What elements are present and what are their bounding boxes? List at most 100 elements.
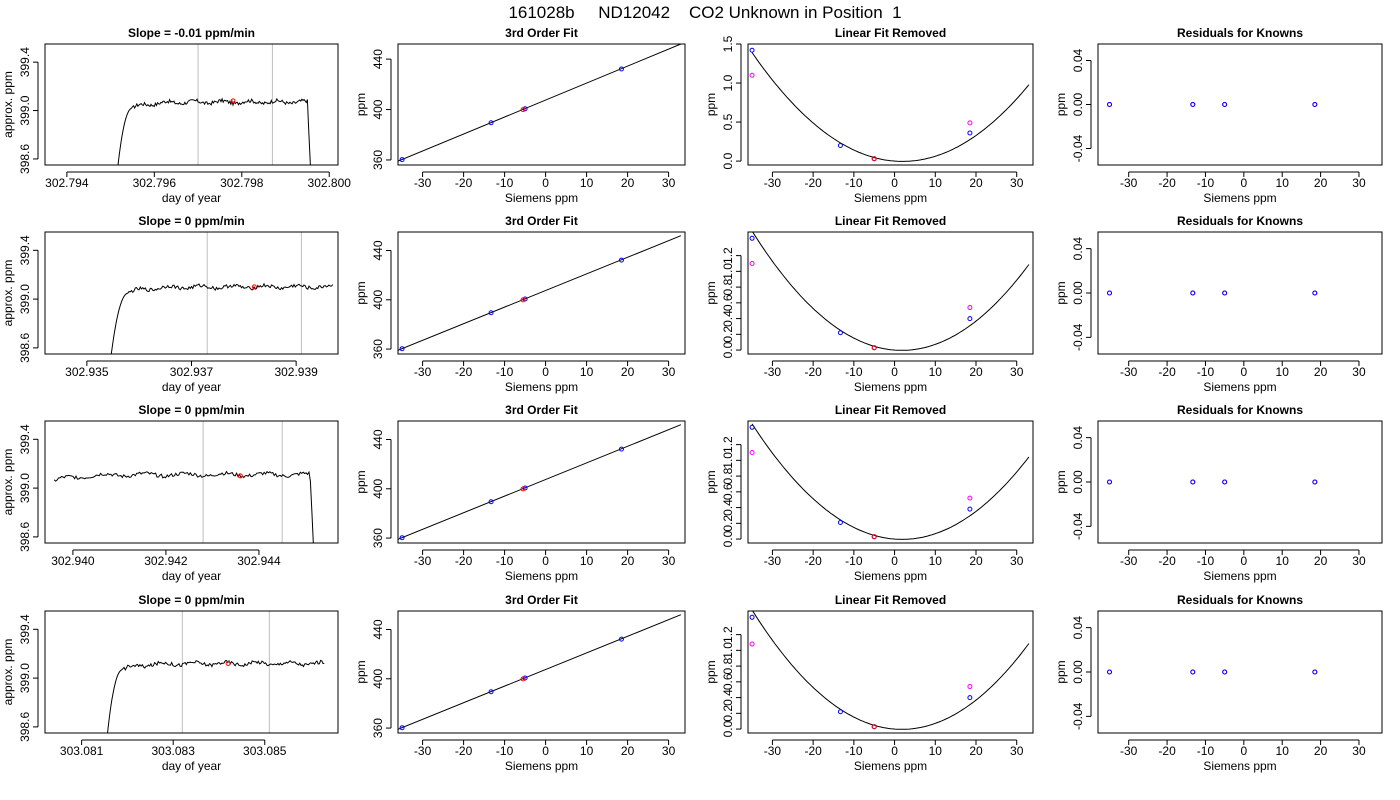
y-tick-label: 0.8 [721,467,735,484]
plot-frame [747,231,1034,355]
y-tick-label: 400 [371,668,385,688]
magenta-point [749,641,755,647]
panel-title: Residuals for Knowns [1177,403,1303,417]
y-tick-label: 0.00 [1071,660,1085,684]
y-tick-label: 1.0 [721,452,735,469]
plot-frame [1097,231,1383,355]
panel-title: Slope = 0 ppm/min [138,214,244,228]
x-tick-label: -30 [764,365,782,379]
known-point [1190,669,1196,675]
x-tick-label: 302.937 [170,365,214,379]
known-point [399,157,405,163]
y-axis-label: approx. ppm [1,260,15,327]
y-axis-label: ppm [354,470,368,493]
y-tick-label: 398.6 [18,144,32,174]
x-tick-label: -10 [1197,365,1215,379]
y-axis: 398.6 399.0 399.4 [18,235,39,363]
panel-3-4: Residuals for Knowns Siemens ppm ppm -30 -20… [1054,403,1383,583]
x-tick-label: 0 [1240,365,1247,379]
y-axis: 0.0 0.5 1.0 1.5 [721,35,742,169]
known-point [1107,102,1113,107]
known-point [1107,669,1113,675]
y-tick-label: 0.0 [721,720,735,737]
y-tick-label: 1.2 [721,247,735,264]
known-point [399,725,405,731]
y-tick-label: 399.0 [18,95,32,125]
x-axis: -30 -20 -10 0 10 20 30 [1120,360,1366,379]
plot-area [749,47,1030,162]
y-axis: -0.04 0.00 0.04 [1071,237,1092,351]
y-axis: 360 400 440 [371,49,392,170]
x-axis: -30 -20 -10 0 10 20 30 [414,360,676,379]
x-tick-label: 302.794 [45,176,89,190]
plot-area [398,614,682,731]
y-tick-label: 0.04 [1071,426,1085,450]
known-point [1190,290,1196,296]
y-tick-label: 0.6 [721,294,735,311]
y-tick-label: 0.04 [1071,616,1085,640]
y-tick-label: 0.00 [1071,92,1085,116]
x-tick-label: 20 [969,365,983,379]
x-tick-label: 10 [929,744,943,758]
plot-area [53,421,314,543]
y-tick-label: 440 [371,49,385,69]
known-point [837,330,843,336]
panel-2-3: Linear Fit Removed Siemens ppm ppm -30 -20 -1… [704,214,1034,394]
x-axis-label: Siemens ppm [854,380,927,394]
x-tick-label: -20 [804,554,822,568]
y-axis: 360 400 440 [371,429,392,548]
plot-frame [397,231,686,355]
y-axis: 0.00.20.40.60.81.01.2 [721,247,742,358]
x-tick-label: 302.800 [308,176,352,190]
x-tick-label: -20 [1158,744,1176,758]
plot-frame [397,420,686,544]
x-tick-label: -20 [804,744,822,758]
y-tick-label: 399.0 [18,473,32,503]
x-axis: 302.794 302.796 302.798 302.800 [45,171,352,190]
known-point [1190,479,1196,485]
plot-frame [44,610,339,734]
x-tick-label: 303.085 [243,744,287,758]
x-tick-label: -30 [414,554,432,568]
y-axis: 360 400 440 [371,240,392,359]
panel-title: Slope = 0 ppm/min [138,403,244,417]
x-tick-label: 20 [621,176,635,190]
x-tick-label: 302.939 [274,365,318,379]
y-tick-label: 440 [371,240,385,260]
x-tick-label: -10 [496,744,514,758]
panels: Slope = -0.01 ppm/min day of year approx. … [1,26,1383,773]
x-tick-label: -30 [764,554,782,568]
y-tick-label: 0.8 [721,278,735,295]
y-axis-label: ppm [1054,470,1068,493]
y-tick-label: 1.2 [721,626,735,643]
x-axis-label: Siemens ppm [505,380,578,394]
known-point [1222,479,1228,485]
x-tick-label: -30 [1120,744,1138,758]
x-tick-label: 20 [621,365,635,379]
x-tick-label: -10 [845,365,863,379]
fit-curve [752,611,1030,730]
x-axis: -30 -20 -10 0 10 20 30 [414,739,676,758]
x-axis: 303.081 303.083 303.085 [60,739,287,758]
y-axis-label: ppm [1054,281,1068,304]
x-tick-label: 10 [580,176,594,190]
y-axis-label: approx. ppm [1,71,15,138]
x-tick-label: 10 [929,176,943,190]
panel-title: Slope = 0 ppm/min [138,593,244,607]
y-axis-label: ppm [704,281,718,304]
y-tick-label: 0.00 [1071,470,1085,494]
x-tick-label: 0 [891,365,898,379]
x-tick-label: 30 [662,365,676,379]
y-tick-label: -0.04 [1071,702,1085,730]
x-axis-label: day of year [162,191,221,205]
y-tick-label: 398.6 [18,522,32,552]
x-tick-label: 302.935 [65,365,109,379]
known-point [488,499,494,505]
x-tick-label: 20 [1314,744,1328,758]
y-tick-label: -0.04 [1071,135,1085,163]
x-axis: -30 -20 -10 0 10 20 30 [1120,739,1366,758]
known-point [399,535,405,541]
x-axis-label: day of year [162,380,221,394]
plot-area [1107,290,1318,296]
y-tick-label: -0.04 [1071,512,1085,540]
